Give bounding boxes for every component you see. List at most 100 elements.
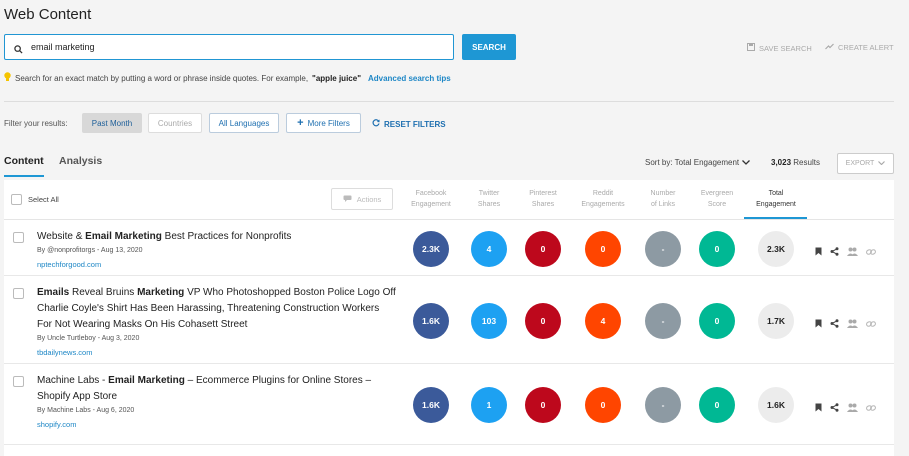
more-filters-button[interactable]: + More Filters	[286, 113, 361, 133]
export-label: EXPORT	[845, 160, 875, 167]
metric-pinterest[interactable]: 0	[525, 303, 561, 339]
col-twitter-line1: Twitter	[478, 190, 500, 197]
row-checkbox[interactable]	[13, 376, 24, 387]
results-label: Results	[793, 158, 820, 167]
more-filters-label: More Filters	[307, 118, 350, 128]
article-domain-link[interactable]: nptechforgood.com	[37, 260, 102, 269]
users-icon[interactable]	[847, 243, 858, 261]
metric-links[interactable]: -	[645, 303, 681, 339]
search-icon	[14, 41, 23, 59]
row-checkbox[interactable]	[13, 232, 24, 243]
past-month-filter[interactable]: Past Month	[82, 113, 142, 133]
save-search-label: SAVE SEARCH	[759, 43, 812, 53]
bookmark-icon[interactable]	[815, 315, 822, 333]
reset-filters-label: RESET FILTERS	[384, 119, 446, 129]
metric-pinterest[interactable]: 0	[525, 231, 561, 267]
tab-content[interactable]: Content	[4, 155, 44, 167]
col-pinterest-line2: Shares	[531, 201, 555, 208]
link-icon[interactable]	[866, 243, 876, 261]
metric-facebook[interactable]: 1.6K	[413, 303, 449, 339]
metric-reddit[interactable]: 0	[585, 231, 621, 267]
search-button[interactable]: SEARCH	[462, 34, 516, 60]
bookmark-icon[interactable]	[815, 243, 822, 261]
search-box	[4, 34, 454, 60]
results-number: 3,023	[771, 158, 792, 167]
col-evergreen-line1: Evergreen	[700, 190, 734, 197]
bookmark-icon[interactable]	[815, 399, 822, 417]
metric-links[interactable]: -	[645, 231, 681, 267]
col-reddit[interactable]: Reddit Engagements	[568, 188, 638, 210]
metric-evergreen[interactable]: 0	[699, 387, 735, 423]
title-segment: Machine Labs -	[37, 375, 109, 386]
col-total-line1: Total	[768, 190, 784, 197]
row-checkbox[interactable]	[13, 288, 24, 299]
col-pinterest[interactable]: Pinterest Shares	[508, 188, 578, 210]
hint-text: Search for an exact match by putting a w…	[15, 73, 309, 83]
link-icon[interactable]	[866, 399, 876, 417]
filter-label: Filter your results:	[4, 119, 68, 128]
users-icon[interactable]	[847, 399, 858, 417]
trending-icon	[825, 43, 834, 52]
article-domain-link[interactable]: shopify.com	[37, 420, 77, 429]
reset-filters-button[interactable]: RESET FILTERS	[372, 119, 446, 129]
col-links[interactable]: Number of Links	[628, 188, 698, 210]
title-segment: Best Practices for Nonprofits	[161, 231, 292, 242]
link-icon[interactable]	[866, 315, 876, 333]
col-links-line2: of Links	[650, 201, 676, 208]
metric-facebook[interactable]: 1.6K	[413, 387, 449, 423]
actions-button[interactable]: Actions	[331, 188, 393, 210]
chevron-down-icon	[878, 160, 886, 167]
title-segment: – Ecommerce Plugins for Online Stores – …	[37, 375, 372, 402]
col-pinterest-line1: Pinterest	[529, 190, 557, 197]
create-alert-button[interactable]: CREATE ALERT	[825, 43, 894, 52]
save-search-button[interactable]: SAVE SEARCH	[747, 43, 812, 53]
metric-facebook[interactable]: 2.3K	[413, 231, 449, 267]
share-icon[interactable]	[830, 243, 839, 261]
article-title-link[interactable]: Website & Email Marketing Best Practices…	[37, 229, 397, 245]
tab-underline	[4, 175, 44, 177]
sort-indicator	[744, 217, 807, 219]
metric-twitter[interactable]: 103	[471, 303, 507, 339]
metric-total: 1.6K	[758, 387, 794, 423]
title-segment: Email Marketing	[108, 375, 185, 386]
metric-twitter[interactable]: 4	[471, 231, 507, 267]
article-title-link[interactable]: Machine Labs - Email Marketing – Ecommer…	[37, 373, 397, 405]
select-all-checkbox[interactable]	[11, 194, 22, 205]
col-evergreen[interactable]: Evergreen Score	[682, 188, 752, 210]
metric-reddit[interactable]: 4	[585, 303, 621, 339]
countries-filter[interactable]: Countries	[148, 113, 202, 133]
metric-twitter[interactable]: 1	[471, 387, 507, 423]
page-title: Web Content	[4, 6, 92, 23]
col-reddit-line1: Reddit	[592, 190, 614, 197]
col-evergreen-line2: Score	[707, 201, 727, 208]
row-actions	[815, 243, 876, 261]
metric-links[interactable]: -	[645, 387, 681, 423]
title-segment: Website &	[37, 231, 86, 242]
users-icon[interactable]	[847, 315, 858, 333]
article-title-link[interactable]: Emails Reveal Bruins Marketing VP Who Ph…	[37, 285, 397, 333]
share-icon[interactable]	[830, 315, 839, 333]
tab-analysis[interactable]: Analysis	[59, 155, 103, 167]
table-row: Website & Email Marketing Best Practices…	[4, 221, 894, 276]
metric-evergreen[interactable]: 0	[699, 231, 735, 267]
sort-dropdown[interactable]: Sort by: Total Engagement	[645, 158, 751, 167]
col-facebook[interactable]: Facebook Engagement	[396, 188, 466, 210]
col-facebook-line1: Facebook	[415, 190, 447, 197]
save-icon	[747, 43, 755, 53]
metric-total: 2.3K	[758, 231, 794, 267]
article-domain-link[interactable]: tbdailynews.com	[37, 348, 93, 357]
metric-evergreen[interactable]: 0	[699, 303, 735, 339]
advanced-search-tips-link[interactable]: Advanced search tips	[367, 73, 451, 83]
languages-filter[interactable]: All Languages	[209, 113, 279, 133]
col-links-line1: Number	[650, 190, 676, 197]
col-twitter[interactable]: Twitter Shares	[454, 188, 524, 210]
search-input[interactable]	[31, 38, 446, 56]
share-icon[interactable]	[830, 399, 839, 417]
metric-pinterest[interactable]: 0	[525, 387, 561, 423]
col-total[interactable]: Total Engagement	[741, 188, 811, 210]
col-facebook-line2: Engagement	[411, 201, 451, 208]
export-button[interactable]: EXPORT	[837, 153, 894, 174]
metric-reddit[interactable]: 0	[585, 387, 621, 423]
select-all-label: Select All	[28, 195, 59, 204]
article-byline: By @nonprofitorgs - Aug 13, 2020	[37, 247, 143, 254]
